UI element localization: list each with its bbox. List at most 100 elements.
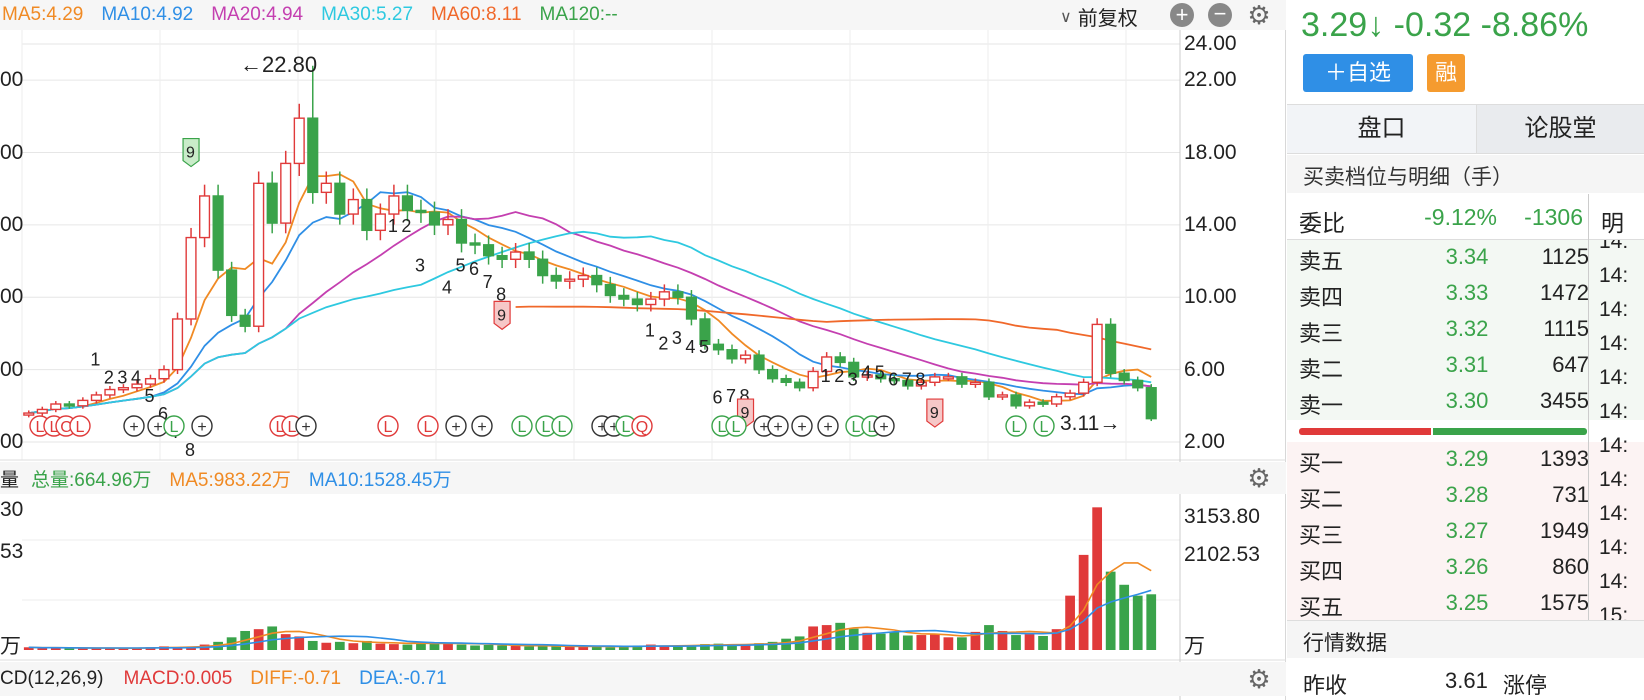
volume-bar xyxy=(321,642,332,650)
limit-up-label: 涨停 xyxy=(1503,673,1548,698)
ask-level-price: 3.33 xyxy=(1445,280,1489,305)
signal-marker: L xyxy=(511,415,533,437)
candlestick xyxy=(861,370,873,381)
volume-bar xyxy=(267,626,278,650)
price-tick-label: 6.00 xyxy=(1184,357,1225,381)
trade-detail-column[interactable]: 14: 14: 14: 14: 14: 14: 14: 14: 14: 14: 14: 15: xyxy=(1588,240,1644,620)
ask-level-row[interactable]: 卖四 3.33 1472 xyxy=(1287,276,1644,312)
prev-close-label: 昨收 xyxy=(1303,673,1348,698)
candlestick xyxy=(415,199,427,223)
volume-bar xyxy=(443,643,453,650)
ask-level-row[interactable]: 卖三 3.32 1115 xyxy=(1287,312,1644,348)
td-sequence-label: 3 xyxy=(848,370,858,390)
td-sequence-label: 5 xyxy=(699,337,709,357)
weibi-row: 委比 -9.12% -1306 明 xyxy=(1287,194,1644,240)
last-price: 3.29 xyxy=(1301,6,1368,44)
volume-indicator-bar: 量 总量:664.96万 MA5:983.22万 MA10:1528.45万 ⚙ xyxy=(0,462,1286,494)
candlestick xyxy=(618,288,630,307)
candlestick xyxy=(334,171,346,225)
ma30-value: MA30:5.27 xyxy=(321,4,414,25)
svg-text:L: L xyxy=(558,419,567,436)
svg-text:L: L xyxy=(732,419,741,436)
volume-bar xyxy=(727,644,737,650)
bid-level-row[interactable]: 买二 3.28 731 xyxy=(1287,478,1644,514)
signal-marker: + xyxy=(817,415,839,437)
ask-level-row[interactable]: 卖二 3.31 647 xyxy=(1287,348,1644,384)
candlestick xyxy=(983,378,995,401)
volume-bar xyxy=(118,648,129,650)
volume-bar xyxy=(754,643,764,650)
bid-level-row[interactable]: 买一 3.29 1393 xyxy=(1287,442,1644,478)
adjust-dropdown[interactable]: ∨ 前复权 xyxy=(1060,2,1156,31)
signal-marker: L xyxy=(711,415,733,437)
td-sequence-label: 5 xyxy=(456,256,466,276)
volume-bar xyxy=(1024,634,1035,650)
trade-detail-time: 14: xyxy=(1599,434,1629,457)
volume-settings-gear-icon[interactable]: ⚙ xyxy=(1247,463,1271,493)
ask-level-price: 3.34 xyxy=(1445,244,1489,269)
candlestick xyxy=(401,184,413,222)
candlestick xyxy=(144,374,157,388)
volume-bar xyxy=(794,636,805,650)
bid-level-price: 3.28 xyxy=(1445,482,1489,507)
svg-text:L: L xyxy=(424,419,433,436)
candlestick xyxy=(591,267,603,293)
price-tick-label: 18.00 xyxy=(1184,140,1237,164)
price-tick-label-left: 00 xyxy=(0,212,24,236)
svg-text:+: + xyxy=(823,419,832,436)
candlestick xyxy=(767,365,779,383)
trade-detail-time: 14: xyxy=(1599,400,1629,423)
candlestick xyxy=(631,291,643,312)
svg-text:+: + xyxy=(301,419,310,436)
candlestick xyxy=(510,243,522,269)
zoom-out-icon[interactable]: − xyxy=(1208,3,1232,27)
trade-detail-time: 14: xyxy=(1599,240,1629,253)
candlestick xyxy=(239,308,251,333)
candlestick xyxy=(77,397,89,409)
bid-level-row[interactable]: 买四 3.26 860 xyxy=(1287,550,1644,586)
macd-settings-gear-icon[interactable]: ⚙ xyxy=(1247,664,1271,694)
kline-settings-gear-icon[interactable]: ⚙ xyxy=(1247,0,1271,30)
volume-bar xyxy=(659,645,670,650)
candlestick xyxy=(1078,378,1090,397)
svg-text:Q: Q xyxy=(636,419,648,436)
td-sequence-label: 8 xyxy=(915,370,925,390)
td-sequence-label: 6 xyxy=(712,388,722,408)
dea-value: DEA:-0.71 xyxy=(359,668,447,689)
signal-marker: + xyxy=(603,415,625,437)
svg-text:+: + xyxy=(879,419,888,436)
bid-level-row[interactable]: 买三 3.27 1949 xyxy=(1287,514,1644,550)
trade-detail-time: 14: xyxy=(1599,332,1629,355)
candlestick xyxy=(996,391,1009,401)
candlestick xyxy=(199,184,211,248)
volume-bar xyxy=(929,634,940,650)
tab-pankou[interactable]: 盘口 xyxy=(1287,105,1477,153)
candlestick xyxy=(1145,384,1157,422)
bid-level-row[interactable]: 买五 3.25 1575 xyxy=(1287,586,1644,622)
signal-marker: + xyxy=(445,415,467,437)
volume-bar xyxy=(50,647,61,650)
margin-trading-badge[interactable]: 融 xyxy=(1427,54,1465,92)
candlestick xyxy=(1064,389,1076,401)
ask-level-row[interactable]: 卖一 3.30 3455 xyxy=(1287,384,1644,420)
zoom-in-icon[interactable]: + xyxy=(1170,3,1194,27)
chevron-down-icon: ∨ xyxy=(1060,8,1072,26)
td-sequence-label: 7 xyxy=(726,386,736,406)
volume-bar xyxy=(1038,635,1048,650)
svg-text:L: L xyxy=(518,419,527,436)
td-sequence-label: 8 xyxy=(496,285,506,305)
tab-lungutang[interactable]: 论股堂 xyxy=(1477,105,1644,153)
bid-level-price: 3.26 xyxy=(1445,554,1489,579)
candlestick xyxy=(753,350,765,374)
ask-level-row[interactable]: 卖五 3.34 1125 xyxy=(1287,240,1644,276)
macd-value: MACD:0.005 xyxy=(123,668,233,689)
candlestick xyxy=(428,201,441,236)
candlestick xyxy=(293,103,305,176)
volume-bar xyxy=(984,625,994,650)
ask-level-label: 卖三 xyxy=(1299,321,1344,346)
add-watchlist-button[interactable]: ＋自选 xyxy=(1303,54,1413,92)
volume-bar xyxy=(1119,584,1130,650)
volume-bar xyxy=(23,647,34,650)
price-tick-label: 14.00 xyxy=(1184,212,1237,236)
svg-text:L: L xyxy=(542,419,551,436)
